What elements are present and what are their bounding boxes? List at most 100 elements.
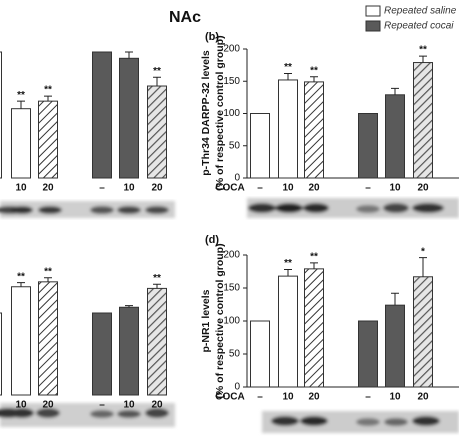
significance-label: ** xyxy=(17,90,25,101)
y-tick-label: 100 xyxy=(223,108,240,119)
significance-label: ** xyxy=(153,66,161,77)
significance-label: ** xyxy=(17,271,25,282)
legend-swatch xyxy=(365,20,381,32)
y-axis-label: (% of respective control group) xyxy=(214,35,226,190)
error-bar xyxy=(17,100,25,109)
y-tick-label: 150 xyxy=(223,283,240,294)
x-tick-label: – xyxy=(365,183,371,194)
bar xyxy=(147,85,167,179)
error-bar xyxy=(125,51,133,59)
x-tick-label: 20 xyxy=(42,183,54,194)
x-tick-label: 20 xyxy=(308,392,320,403)
error-bar xyxy=(284,73,292,80)
error-bar xyxy=(391,87,399,95)
error-bar xyxy=(391,292,399,306)
y-tick-label: 150 xyxy=(223,76,240,87)
legend-swatch xyxy=(365,5,381,17)
bar xyxy=(250,320,270,388)
x-axis-label: COCA xyxy=(215,392,244,403)
bar xyxy=(413,276,433,388)
bar xyxy=(38,100,58,179)
y-tick-label: 50 xyxy=(229,349,241,360)
x-tick-label: 20 xyxy=(308,183,320,194)
x-tick-label: 20 xyxy=(417,392,429,403)
bar xyxy=(0,312,2,396)
x-tick-label: – xyxy=(257,392,263,403)
error-bar xyxy=(153,283,161,289)
significance-label: ** xyxy=(44,85,52,96)
y-axis-label: p-NR1 levels xyxy=(200,289,212,352)
x-tick-label: – xyxy=(257,183,263,194)
x-tick-label: 10 xyxy=(15,400,27,411)
y-tick-label: 50 xyxy=(229,140,241,151)
significance-label: ** xyxy=(284,258,292,269)
x-tick-label: – xyxy=(99,183,105,194)
panel-label: (d) xyxy=(205,234,219,246)
significance-label: ** xyxy=(310,252,318,263)
x-tick-label: – xyxy=(99,400,105,411)
blot-strip xyxy=(262,411,459,433)
x-tick-label: 10 xyxy=(123,400,135,411)
y-axis-label: p-Thr34 DARPP-32 levels xyxy=(200,50,212,176)
error-bar xyxy=(44,277,52,282)
y-tick-label: 200 xyxy=(223,44,240,55)
figure-title: NAc xyxy=(169,9,201,26)
error-bar xyxy=(310,262,318,269)
blot-strip xyxy=(0,403,175,427)
error-bar xyxy=(284,269,292,277)
error-bar xyxy=(17,282,25,287)
bar xyxy=(385,304,405,388)
x-tick-label: 20 xyxy=(151,400,163,411)
error-bar xyxy=(125,305,133,308)
error-bar xyxy=(419,257,427,277)
x-tick-label: – xyxy=(365,392,371,403)
significance-label: ** xyxy=(419,45,427,56)
bar xyxy=(38,281,58,396)
bar xyxy=(92,312,112,396)
bar xyxy=(278,275,298,388)
significance-label: ** xyxy=(284,62,292,73)
bar xyxy=(358,320,378,388)
bar xyxy=(11,286,31,396)
bar xyxy=(304,268,324,388)
bar xyxy=(92,51,112,179)
x-tick-label: 20 xyxy=(42,400,54,411)
legend-label: Repeated cocai xyxy=(384,21,454,32)
x-tick-label: 10 xyxy=(282,183,294,194)
error-bar xyxy=(153,76,161,87)
bar xyxy=(278,79,298,179)
y-tick-label: 0 xyxy=(234,173,240,184)
bar xyxy=(358,113,378,179)
bar xyxy=(11,108,31,179)
y-axis-label: (% of respective control group) xyxy=(214,243,226,398)
significance-label: * xyxy=(421,246,425,257)
significance-label: ** xyxy=(153,273,161,284)
x-tick-label: 20 xyxy=(151,183,163,194)
y-tick-label: 100 xyxy=(223,316,240,327)
bar xyxy=(385,94,405,179)
x-tick-label: 10 xyxy=(389,183,401,194)
error-bar xyxy=(419,55,427,63)
x-tick-label: 10 xyxy=(123,183,135,194)
legend-label: Repeated saline xyxy=(384,6,457,17)
blot-strip xyxy=(0,201,175,218)
bar xyxy=(413,62,433,179)
error-bar xyxy=(44,95,52,102)
bar xyxy=(304,81,324,179)
x-tick-label: 10 xyxy=(15,183,27,194)
y-tick-label: 0 xyxy=(234,382,240,393)
panel-label: (b) xyxy=(205,31,219,43)
x-tick-label: 10 xyxy=(282,392,294,403)
error-bar xyxy=(310,76,318,82)
bar xyxy=(119,306,139,396)
bar xyxy=(250,113,270,179)
y-tick-label: 200 xyxy=(223,250,240,261)
blot-strip xyxy=(247,198,459,218)
x-tick-label: 10 xyxy=(389,392,401,403)
x-tick-label: 20 xyxy=(417,183,429,194)
significance-label: ** xyxy=(44,266,52,277)
significance-label: ** xyxy=(310,65,318,76)
bar xyxy=(0,51,2,179)
